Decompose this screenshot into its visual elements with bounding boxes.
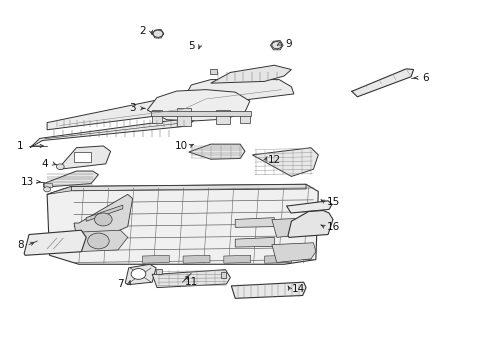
- Polygon shape: [272, 243, 316, 262]
- Polygon shape: [44, 183, 52, 187]
- Polygon shape: [151, 111, 251, 116]
- Polygon shape: [183, 255, 210, 263]
- Polygon shape: [152, 110, 162, 123]
- Text: 3: 3: [129, 103, 136, 113]
- Text: 16: 16: [326, 222, 340, 231]
- Polygon shape: [235, 218, 274, 227]
- Circle shape: [44, 187, 50, 192]
- Polygon shape: [189, 144, 245, 159]
- Polygon shape: [216, 110, 230, 125]
- Text: 7: 7: [117, 279, 123, 289]
- Circle shape: [272, 41, 282, 49]
- Polygon shape: [265, 255, 292, 263]
- Circle shape: [95, 213, 112, 226]
- Polygon shape: [224, 255, 251, 263]
- Text: 14: 14: [292, 284, 305, 294]
- Text: 12: 12: [268, 155, 281, 165]
- Polygon shape: [270, 41, 283, 50]
- Text: 1: 1: [17, 141, 24, 151]
- Polygon shape: [288, 211, 333, 237]
- Text: 10: 10: [175, 141, 188, 151]
- Polygon shape: [231, 282, 306, 298]
- Polygon shape: [24, 230, 86, 255]
- Text: 2: 2: [139, 26, 146, 36]
- Polygon shape: [220, 272, 226, 278]
- Polygon shape: [152, 270, 230, 288]
- Text: 9: 9: [286, 39, 293, 49]
- Polygon shape: [86, 205, 123, 221]
- Polygon shape: [47, 186, 72, 194]
- Polygon shape: [287, 201, 332, 213]
- Polygon shape: [235, 237, 274, 247]
- Polygon shape: [44, 171, 98, 187]
- Polygon shape: [59, 146, 111, 169]
- Polygon shape: [147, 90, 250, 121]
- Polygon shape: [351, 69, 414, 97]
- Polygon shape: [47, 184, 319, 264]
- Polygon shape: [176, 108, 191, 126]
- Text: 5: 5: [188, 41, 195, 50]
- Polygon shape: [47, 80, 294, 130]
- Circle shape: [131, 269, 146, 279]
- Polygon shape: [72, 184, 306, 191]
- Polygon shape: [211, 65, 292, 83]
- Polygon shape: [74, 152, 91, 162]
- Circle shape: [88, 233, 109, 249]
- Text: 8: 8: [17, 239, 24, 249]
- Polygon shape: [74, 194, 133, 248]
- Polygon shape: [272, 218, 316, 237]
- Text: 15: 15: [326, 197, 340, 207]
- Polygon shape: [74, 230, 128, 252]
- Polygon shape: [156, 269, 162, 274]
- Polygon shape: [143, 255, 169, 263]
- Text: 11: 11: [185, 277, 198, 287]
- Polygon shape: [210, 69, 217, 74]
- Circle shape: [153, 30, 163, 37]
- Polygon shape: [152, 30, 164, 38]
- Polygon shape: [240, 112, 250, 123]
- Polygon shape: [30, 116, 196, 148]
- Polygon shape: [252, 148, 318, 176]
- Text: 6: 6: [422, 73, 429, 83]
- Text: 4: 4: [41, 159, 48, 169]
- Polygon shape: [125, 264, 156, 285]
- Circle shape: [56, 164, 64, 170]
- Text: 13: 13: [21, 177, 34, 187]
